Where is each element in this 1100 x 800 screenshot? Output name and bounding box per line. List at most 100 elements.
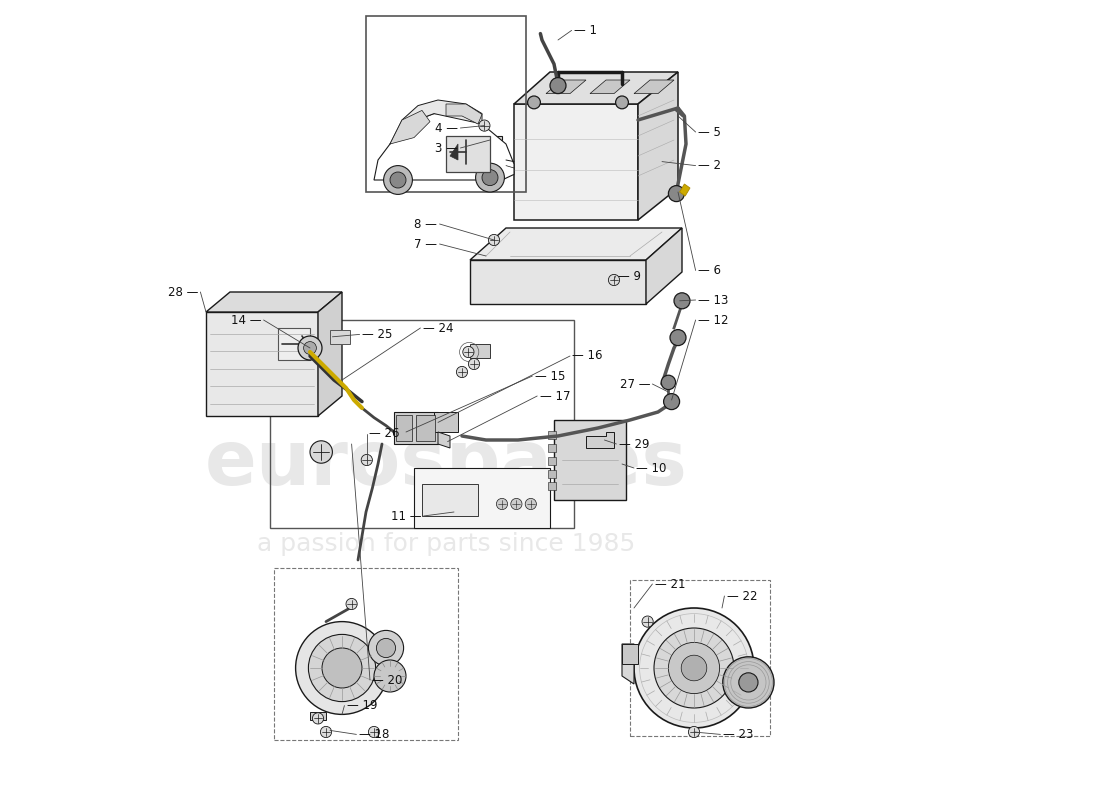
Polygon shape bbox=[450, 144, 458, 160]
Bar bbox=[274, 568, 458, 740]
Bar bbox=[470, 344, 490, 358]
Circle shape bbox=[478, 120, 490, 131]
Bar bbox=[270, 320, 574, 528]
Bar bbox=[554, 420, 626, 500]
Bar bbox=[422, 484, 478, 516]
Text: 28 —: 28 — bbox=[167, 286, 198, 298]
Circle shape bbox=[304, 342, 317, 354]
Text: — 13: — 13 bbox=[698, 294, 728, 306]
Bar bbox=[548, 444, 556, 452]
Circle shape bbox=[510, 498, 522, 510]
Text: — 20: — 20 bbox=[373, 674, 403, 686]
Polygon shape bbox=[446, 104, 482, 124]
Text: 8 —: 8 — bbox=[415, 218, 437, 230]
Text: — 9: — 9 bbox=[618, 270, 641, 282]
Circle shape bbox=[482, 170, 498, 186]
Circle shape bbox=[663, 394, 680, 410]
Text: — 22: — 22 bbox=[727, 590, 757, 602]
Bar bbox=[630, 580, 770, 736]
Text: — 23: — 23 bbox=[723, 728, 754, 741]
Circle shape bbox=[670, 330, 686, 346]
Circle shape bbox=[469, 358, 480, 370]
Text: eurospares: eurospares bbox=[205, 427, 688, 501]
Text: — 25: — 25 bbox=[362, 328, 393, 341]
Text: — 6: — 6 bbox=[698, 264, 720, 277]
Circle shape bbox=[390, 172, 406, 188]
Circle shape bbox=[674, 293, 690, 309]
Circle shape bbox=[488, 234, 499, 246]
Polygon shape bbox=[646, 228, 682, 304]
Circle shape bbox=[322, 648, 362, 688]
Circle shape bbox=[689, 726, 700, 738]
Text: — 26: — 26 bbox=[370, 427, 399, 440]
Text: 7 —: 7 — bbox=[415, 238, 437, 250]
Polygon shape bbox=[586, 432, 614, 448]
Polygon shape bbox=[638, 72, 678, 220]
Text: — 10: — 10 bbox=[637, 462, 667, 474]
Circle shape bbox=[528, 96, 540, 109]
Circle shape bbox=[642, 616, 653, 627]
Text: — 17: — 17 bbox=[540, 390, 570, 402]
Polygon shape bbox=[634, 80, 674, 94]
Text: — 12: — 12 bbox=[698, 314, 728, 326]
Polygon shape bbox=[390, 100, 482, 144]
Circle shape bbox=[308, 634, 375, 702]
Polygon shape bbox=[438, 432, 450, 448]
Circle shape bbox=[361, 454, 373, 466]
Text: — 2: — 2 bbox=[698, 159, 720, 172]
Polygon shape bbox=[482, 136, 502, 144]
Circle shape bbox=[654, 628, 734, 708]
Polygon shape bbox=[514, 104, 638, 220]
Text: — 29: — 29 bbox=[619, 438, 649, 450]
Circle shape bbox=[616, 96, 628, 109]
Circle shape bbox=[723, 657, 774, 708]
Text: 3 —: 3 — bbox=[436, 142, 458, 154]
Text: — 5: — 5 bbox=[698, 126, 720, 138]
Text: — 15: — 15 bbox=[535, 370, 565, 382]
Circle shape bbox=[669, 186, 684, 202]
Text: — 21: — 21 bbox=[654, 578, 685, 590]
Bar bbox=[446, 136, 490, 172]
Circle shape bbox=[661, 375, 675, 390]
Text: — 1: — 1 bbox=[574, 24, 597, 37]
Polygon shape bbox=[374, 114, 514, 180]
Text: — 16: — 16 bbox=[572, 350, 603, 362]
Bar bbox=[366, 16, 526, 192]
Circle shape bbox=[310, 441, 332, 463]
Polygon shape bbox=[621, 644, 634, 684]
Polygon shape bbox=[310, 712, 326, 720]
Bar bbox=[414, 468, 550, 528]
Circle shape bbox=[475, 163, 505, 192]
Circle shape bbox=[550, 78, 566, 94]
Circle shape bbox=[346, 598, 358, 610]
Bar bbox=[278, 328, 310, 360]
Polygon shape bbox=[590, 80, 630, 94]
Text: — 24: — 24 bbox=[422, 322, 453, 334]
Bar bbox=[548, 457, 556, 465]
Polygon shape bbox=[390, 110, 430, 144]
Polygon shape bbox=[318, 292, 342, 416]
Polygon shape bbox=[206, 292, 342, 312]
Circle shape bbox=[384, 166, 412, 194]
Bar bbox=[330, 330, 350, 344]
Circle shape bbox=[320, 726, 331, 738]
Polygon shape bbox=[680, 184, 690, 196]
Polygon shape bbox=[206, 312, 318, 416]
Circle shape bbox=[463, 346, 474, 358]
Circle shape bbox=[634, 608, 754, 728]
Circle shape bbox=[298, 336, 322, 360]
Bar bbox=[394, 412, 438, 444]
Text: — 19: — 19 bbox=[346, 699, 377, 712]
Bar bbox=[548, 482, 556, 490]
Circle shape bbox=[608, 274, 619, 286]
Circle shape bbox=[376, 638, 396, 658]
Circle shape bbox=[456, 366, 468, 378]
Bar bbox=[396, 415, 412, 441]
Circle shape bbox=[374, 660, 406, 692]
Text: 27 —: 27 — bbox=[619, 378, 650, 390]
Circle shape bbox=[525, 498, 537, 510]
Bar bbox=[434, 412, 458, 432]
Polygon shape bbox=[470, 228, 682, 260]
Polygon shape bbox=[546, 80, 586, 94]
Text: a passion for parts since 1985: a passion for parts since 1985 bbox=[257, 532, 635, 556]
